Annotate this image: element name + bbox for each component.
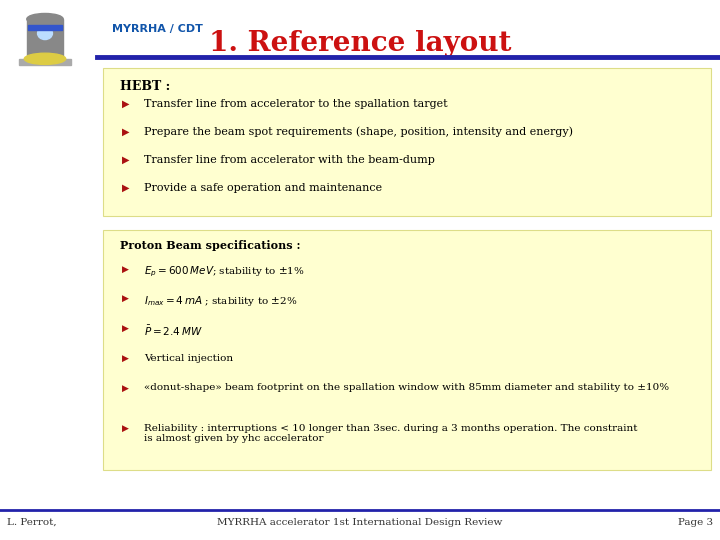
Text: MYRRHA accelerator 1st International Design Review: MYRRHA accelerator 1st International Des… <box>217 518 503 526</box>
Text: ▶: ▶ <box>122 99 130 109</box>
Text: ▶: ▶ <box>122 183 130 193</box>
Text: Prepare the beam spot requirements (shape, position, intensity and energy): Prepare the beam spot requirements (shap… <box>144 126 573 137</box>
Text: Vertical injection: Vertical injection <box>144 354 233 363</box>
Text: Transfer line from accelerator with the beam-dump: Transfer line from accelerator with the … <box>144 155 435 165</box>
Text: ▶: ▶ <box>122 155 130 165</box>
Text: ▶: ▶ <box>122 354 130 363</box>
Text: HEBT :: HEBT : <box>120 80 170 93</box>
Text: Provide a safe operation and maintenance: Provide a safe operation and maintenance <box>144 183 382 193</box>
Text: ▶: ▶ <box>122 127 130 137</box>
Text: ▶: ▶ <box>122 424 130 433</box>
Text: «donut-shape» beam footprint on the spallation window with 85mm diameter and sta: «donut-shape» beam footprint on the spal… <box>144 383 669 393</box>
Bar <box>27 19 63 63</box>
Text: ▶: ▶ <box>122 383 130 393</box>
Text: MYRRHA / CDT: MYRRHA / CDT <box>112 24 202 35</box>
Bar <box>19 59 71 65</box>
Text: L. Perrot,: L. Perrot, <box>7 518 57 526</box>
Text: ▶: ▶ <box>122 294 130 303</box>
Bar <box>29 25 62 30</box>
Text: $\bar{P} = 2.4\,MW$: $\bar{P} = 2.4\,MW$ <box>144 324 203 338</box>
FancyBboxPatch shape <box>103 68 711 216</box>
Ellipse shape <box>24 53 66 64</box>
Text: ▶: ▶ <box>122 265 130 274</box>
Text: $E_p = 600\,MeV$; stability to $\pm$1%: $E_p = 600\,MeV$; stability to $\pm$1% <box>144 265 305 279</box>
Text: Transfer line from accelerator to the spallation target: Transfer line from accelerator to the sp… <box>144 99 448 109</box>
Ellipse shape <box>37 27 53 39</box>
FancyBboxPatch shape <box>103 230 711 470</box>
Text: Reliability : interruptions < 10 longer than 3sec. during a 3 months operation. : Reliability : interruptions < 10 longer … <box>144 424 637 443</box>
Text: $I_{max} = 4\,mA$ ; stability to $\pm$2%: $I_{max} = 4\,mA$ ; stability to $\pm$2% <box>144 294 297 308</box>
Text: Proton Beam specifications :: Proton Beam specifications : <box>120 240 300 251</box>
Text: ▶: ▶ <box>122 324 130 333</box>
Text: Page 3: Page 3 <box>678 518 713 526</box>
Ellipse shape <box>27 14 63 25</box>
Text: 1. Reference layout: 1. Reference layout <box>209 30 511 57</box>
